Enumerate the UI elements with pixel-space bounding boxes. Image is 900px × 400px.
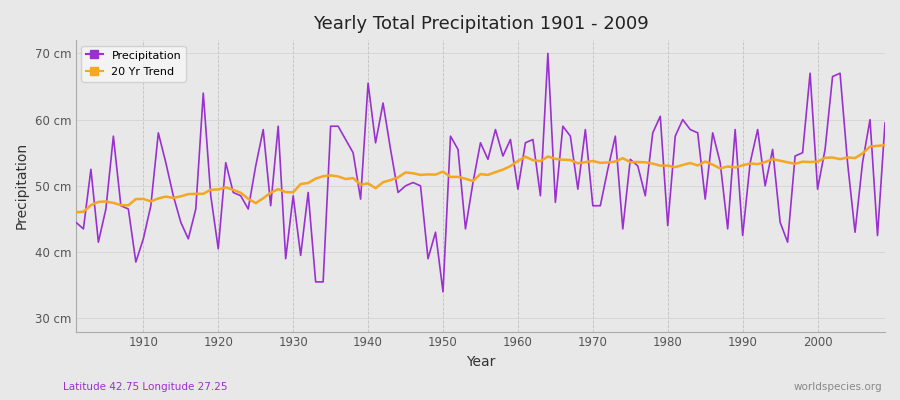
- Legend: Precipitation, 20 Yr Trend: Precipitation, 20 Yr Trend: [82, 46, 185, 82]
- X-axis label: Year: Year: [466, 355, 495, 369]
- Y-axis label: Precipitation: Precipitation: [15, 142, 29, 230]
- Text: worldspecies.org: worldspecies.org: [794, 382, 882, 392]
- Title: Yearly Total Precipitation 1901 - 2009: Yearly Total Precipitation 1901 - 2009: [312, 15, 648, 33]
- Text: Latitude 42.75 Longitude 27.25: Latitude 42.75 Longitude 27.25: [63, 382, 228, 392]
